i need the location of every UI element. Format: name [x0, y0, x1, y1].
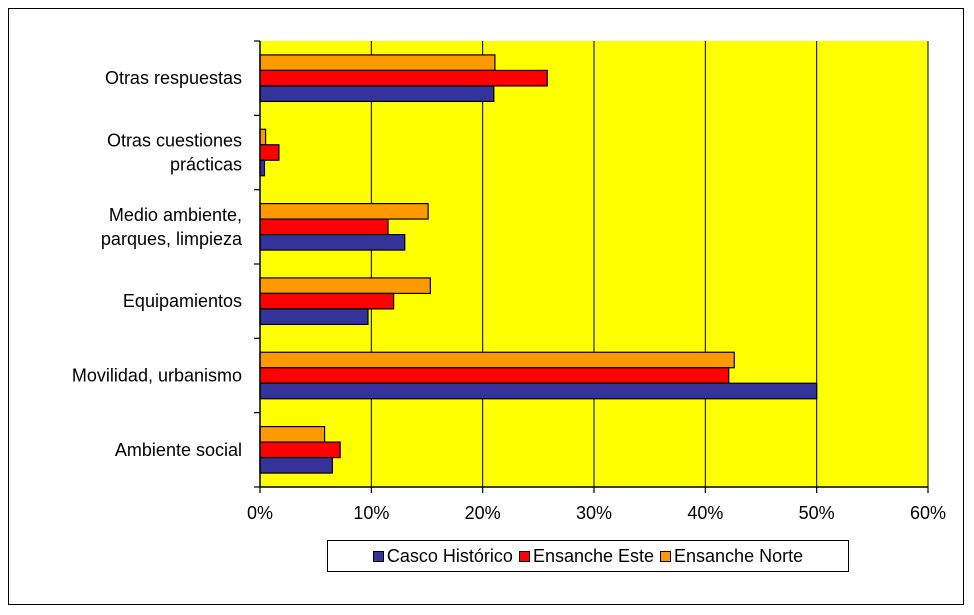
y-tick-label-movilidad-urbanismo: Movilidad, urbanismo	[72, 366, 242, 386]
legend-label-casco-historico: Casco Histórico	[386, 545, 513, 566]
legend-item-ensanche-norte: Ensanche Norte	[660, 546, 803, 567]
bar-casco-historico-medio-ambiente-parques-limpieza	[259, 233, 406, 251]
x-tick-label-2: 20%	[465, 503, 501, 523]
y-tick-label-ambiente-social: Ambiente social	[115, 440, 242, 460]
bar-ensanche-norte-otras-cuestiones-practicas	[259, 128, 267, 146]
bar-ensanche-norte-movilidad-urbanismo	[259, 351, 735, 369]
bar-ensanche-este-movilidad-urbanismo	[259, 367, 730, 384]
y-tick-label-medio-ambiente-parques-limpieza: Medio ambiente, parques, limpieza	[101, 205, 243, 249]
bar-ensanche-este-equipamientos	[259, 292, 395, 310]
x-tick-label-5: 50%	[799, 503, 835, 523]
bar-ensanche-este-ambiente-social	[259, 441, 341, 459]
bar-ensanche-norte-medio-ambiente-parques-limpieza	[259, 202, 429, 220]
bar-ensanche-norte-equipamientos	[259, 277, 431, 295]
bar-casco-historico-equipamientos	[259, 308, 369, 326]
bar-casco-historico-movilidad-urbanismo	[259, 382, 818, 400]
bar-chart: 0% 10% 20% 30% 40% 50% 60% Otras respuestas Otra…	[72, 40, 946, 523]
chart-frame: 0% 10% 20% 30% 40% 50% 60% Otras respuestas Otra…	[8, 8, 964, 605]
bar-ensanche-norte-ambiente-social	[259, 425, 326, 443]
bar-ensanche-norte-otras-respuestas	[259, 54, 496, 72]
legend-swatch-ensanche-norte	[660, 550, 672, 562]
legend-label-ensanche-este: Ensanche Este	[532, 545, 655, 566]
bar-ensanche-este-otras-respuestas	[259, 69, 548, 87]
x-tick-label-4: 40%	[687, 503, 723, 523]
bar-casco-historico-ambiente-social	[259, 456, 333, 474]
y-tick-label-equipamientos: Equipamientos	[123, 291, 242, 311]
chart-legend: Casco Histórico Ensanche Este Ensanche N…	[327, 540, 849, 572]
legend-swatch-ensanche-este	[518, 550, 530, 562]
legend-swatch-casco-historico	[372, 550, 384, 562]
y-tick-label-otras-cuestiones-practicas: Otras cuestiones prácticas	[107, 131, 242, 175]
x-tick-label-0: 0%	[247, 503, 273, 523]
legend-label-ensanche-norte: Ensanche Norte	[674, 545, 804, 566]
legend-item-ensanche-este: Ensanche Este	[518, 545, 655, 567]
x-tick-label-3: 30%	[576, 503, 612, 523]
x-tick-label-6: 60%	[910, 503, 946, 523]
bar-ensanche-este-otras-cuestiones-practicas	[259, 144, 280, 161]
bar-casco-historico-otras-respuestas	[259, 85, 495, 103]
bar-ensanche-este-medio-ambiente-parques-limpieza	[259, 218, 389, 236]
y-tick-label-otras-respuestas: Otras respuestas	[105, 68, 242, 88]
legend-item-casco-historico: Casco Histórico	[372, 545, 513, 567]
x-tick-label-1: 10%	[353, 503, 389, 523]
